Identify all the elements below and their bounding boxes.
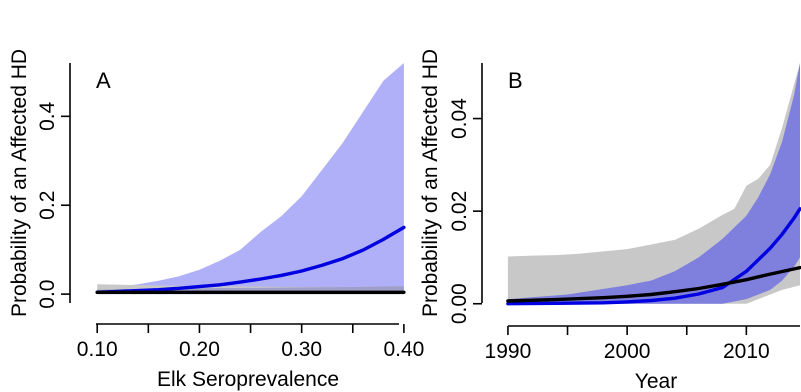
panel-a-x-tick-label: 0.20 [179, 338, 220, 361]
panel-a-x-tick-label: 0.40 [383, 338, 424, 361]
panel-b-band-1 [507, 63, 800, 304]
panel-b-y-tick-label: 0.04 [448, 98, 471, 139]
panel-a-x-tick-label: 0.10 [77, 338, 118, 361]
panel-a-band-0 [97, 63, 404, 295]
panel-a-y-tick-label: 0.2 [36, 191, 59, 220]
panel-b-x-tick-label: 2000 [604, 340, 651, 363]
panel-b-y-axis-title: Probability of an Affected HD [419, 49, 442, 317]
panel-a-axes: 0.10 0.20 0.30 0.40 0.0 0.2 0.4 [36, 63, 424, 361]
panel-b-x-tick-label: 2010 [723, 340, 770, 363]
panel-a-plot-area [95, 63, 406, 295]
panel-b-line-3 [506, 265, 801, 303]
panel-b-x-axis-title: Year [635, 370, 677, 392]
panel-b-plot-area [506, 63, 801, 306]
panel-a-y-axis-title: Probability of an Affected HD [8, 49, 31, 317]
panel-b-axes: 1990 2000 2010 0.00 0.02 0.04 [448, 63, 800, 363]
panel-a-x-axis-title: Elk Seroprevalence [157, 368, 339, 391]
panel-a-line-3 [95, 225, 406, 294]
panel-a-chart: 0.10 0.20 0.30 0.40 0.0 0.2 0.4 A Elk Seroprev… [8, 49, 424, 391]
panel-b-line-2 [506, 207, 801, 306]
panel-a-y-tick-label: 0.0 [36, 280, 59, 309]
panel-b-y-tick-label: 0.02 [448, 191, 471, 232]
panel-b-chart: 1990 2000 2010 0.00 0.02 0.04 B Year Probabil… [419, 49, 801, 392]
panel-a-x-tick-label: 0.30 [281, 338, 322, 361]
panel-a-y-tick-label: 0.4 [36, 101, 59, 131]
panel-a-letter: A [96, 68, 111, 93]
panel-b-letter: B [508, 68, 523, 93]
panel-b-y-tick-label: 0.00 [448, 283, 471, 324]
panel-b-x-tick-label: 1990 [485, 340, 532, 363]
